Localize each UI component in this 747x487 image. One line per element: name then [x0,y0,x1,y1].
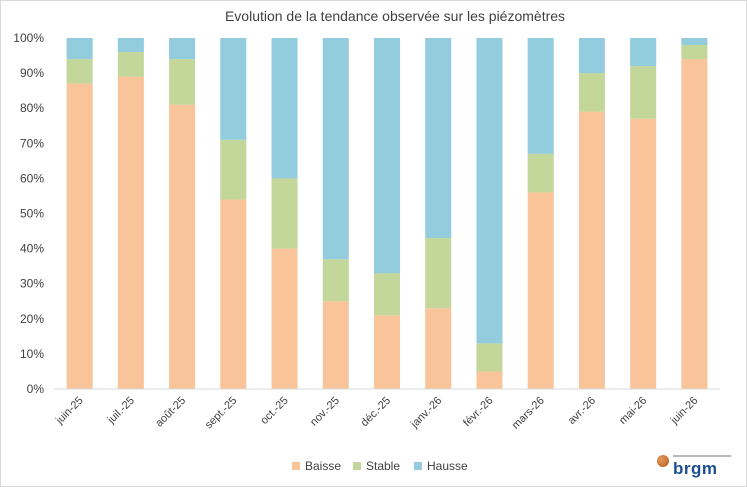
bar-segment-hausse [476,38,503,344]
bar-segment-hausse [66,38,93,60]
bar-segment-stable [578,73,605,112]
y-tick-label: 60% [20,171,44,185]
x-tick-label: déc.-25 [359,395,393,429]
bar-segment-stable [271,178,298,249]
chart-title: Evolution de la tendance observée sur le… [225,8,565,24]
bar-segment-baisse [527,192,554,389]
brgm-logo: brgm [654,452,734,482]
legend-item-stable: Stable [353,459,400,473]
bar-segment-baisse [271,248,298,389]
bar-segment-baisse [169,104,196,389]
x-tick-label: juin-25 [53,395,86,428]
bar-segment-hausse [425,38,452,239]
x-tick-label: janv.-26 [408,395,444,431]
legend-swatch [353,462,361,470]
legend-label: Hausse [427,459,468,473]
bar-segment-stable [425,238,452,309]
legend-label: Stable [366,459,400,473]
x-tick-label: août-25 [153,395,188,430]
bar-segment-baisse [117,76,144,390]
x-tick-label: avr.-26 [566,395,598,427]
legend: Baisse Stable Hausse [292,459,468,473]
legend-swatch [292,462,300,470]
bar-segment-hausse [374,38,400,274]
x-tick-label: juin-26 [668,395,701,428]
brgm-logo-tagline-icon [673,455,731,457]
legend-swatch [414,462,422,470]
bar-segment-hausse [220,38,247,140]
bar-segment-baisse [425,308,452,389]
bar-segment-stable [117,52,144,77]
bar-segment-stable [476,343,503,372]
bar-segment-stable [527,153,554,193]
bar-segment-baisse [476,371,503,389]
x-tick-label: févr.-26 [461,395,495,429]
y-tick-label: 70% [20,136,44,150]
bar-segment-baisse [322,301,349,389]
y-tick-label: 40% [20,242,44,256]
x-tick-label: nov.-25 [308,395,342,429]
y-axis-ticks: 0% 10% 20% 30% 40% 50% 60% 70% 80% 90% 100% [13,31,44,396]
bar-segment-hausse [322,38,349,260]
bar-segment-baisse [578,111,605,390]
bar-segment-stable [681,45,708,60]
bar-segment-baisse [220,199,247,389]
x-tick-label: juil.-25 [105,395,137,427]
bar-segment-hausse [630,38,657,67]
bar-segment-hausse [117,38,144,53]
bar-segment-hausse [578,38,605,74]
bars [66,38,708,390]
x-tick-label: sept.-25 [203,395,240,432]
legend-label: Baisse [305,459,341,473]
bar-segment-baisse [66,83,93,389]
x-axis-ticks: juin-25 juil.-25 août-25 sept.-25 oct.-25 nov… [53,395,700,432]
y-tick-label: 0% [27,382,45,396]
bar-segment-stable [630,66,657,119]
bar-segment-hausse [527,38,554,154]
bar-segment-hausse [169,38,196,60]
brgm-logo-ball-icon [657,455,669,467]
legend-item-hausse: Hausse [414,459,468,473]
x-tick-label: mai-26 [617,395,649,427]
y-tick-label: 100% [13,31,44,45]
bar-segment-stable [220,139,247,200]
bar-segment-baisse [681,59,708,390]
y-tick-label: 50% [20,207,44,221]
x-tick-label: mars-26 [510,395,547,432]
bar-segment-baisse [374,315,400,389]
brgm-logo-text: brgm [673,459,718,478]
bar-segment-baisse [630,118,657,389]
bar-segment-stable [169,59,196,105]
y-tick-label: 20% [20,312,44,326]
bar-segment-stable [322,259,349,302]
bar-segment-hausse [271,38,298,179]
bar-segment-stable [374,273,400,316]
y-tick-label: 80% [20,101,44,115]
y-tick-label: 90% [20,66,44,80]
bar-segment-stable [66,59,93,84]
bar-segment-hausse [681,38,708,46]
y-tick-label: 10% [20,347,44,361]
legend-item-baisse: Baisse [292,459,341,473]
y-tick-label: 30% [20,277,44,291]
x-tick-label: oct.-25 [258,395,290,427]
